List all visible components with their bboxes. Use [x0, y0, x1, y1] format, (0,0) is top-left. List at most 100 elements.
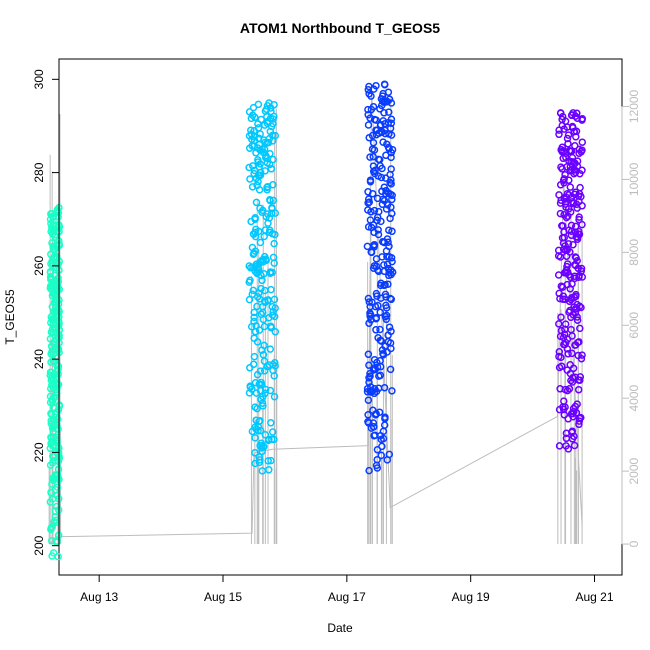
- series-2-point: [270, 259, 278, 267]
- series-4-point: [560, 175, 568, 183]
- series-3-point: [387, 270, 395, 279]
- series-2-point: [253, 181, 261, 190]
- series-2-point: [265, 466, 273, 474]
- series-3-point: [374, 301, 382, 310]
- series-3-point: [376, 308, 384, 317]
- series-3-point: [379, 89, 387, 98]
- series-2-point: [260, 357, 269, 365]
- series-2-point: [246, 175, 254, 183]
- series-1-point: [51, 513, 59, 521]
- series-4-point: [570, 166, 579, 174]
- series-3-point: [378, 442, 386, 451]
- series-2-point: [246, 364, 254, 372]
- series-3-point: [365, 298, 374, 306]
- series-2-point: [261, 286, 269, 295]
- series-2-point: [267, 122, 276, 131]
- series-4-point: [575, 302, 584, 311]
- series-2-point: [268, 204, 276, 212]
- series-4: [554, 109, 587, 453]
- series-4-point: [557, 362, 566, 371]
- series-4-point: [567, 376, 575, 385]
- y2-tick-label-5: 10000: [627, 162, 641, 196]
- y-tick-label-2: 240: [32, 349, 46, 369]
- series-4-point: [567, 325, 575, 334]
- series-2-point: [254, 265, 263, 273]
- series-2-point: [249, 103, 258, 112]
- series-2-point: [266, 149, 274, 158]
- series-1-point: [47, 417, 55, 425]
- series-1-point: [48, 480, 56, 488]
- series-4-point: [565, 176, 573, 184]
- series-4-point: [571, 260, 579, 269]
- series-2-point: [251, 449, 259, 457]
- series-3-point: [364, 105, 372, 114]
- series-2-point: [267, 456, 275, 465]
- series-4-point: [572, 200, 581, 209]
- series-4-point: [564, 131, 573, 139]
- series-2-point: [255, 326, 264, 334]
- series-3-point: [387, 115, 396, 124]
- series-2-point: [260, 341, 268, 350]
- series-4-point: [571, 341, 580, 349]
- y2-tick-label-2: 4000: [627, 385, 641, 412]
- series-4-point: [571, 253, 580, 261]
- y-axis-left: 200 220 240 260 280 300: [32, 69, 60, 556]
- series-2-point: [270, 392, 279, 401]
- series-3-point: [373, 464, 382, 472]
- series-2-point: [257, 395, 265, 404]
- series-4-point: [568, 378, 577, 386]
- series-4-point: [571, 142, 579, 150]
- series-1-point: [49, 549, 58, 557]
- series-3-point: [365, 90, 373, 98]
- series-3-point: [388, 195, 396, 204]
- x-tick-label-4: Aug 21: [575, 590, 613, 604]
- series-3-point: [366, 153, 374, 161]
- series-4-point: [568, 349, 576, 358]
- series-4-point: [560, 211, 568, 219]
- y-axis-label: T_GEOS5: [3, 289, 17, 345]
- series-4-point: [566, 208, 575, 216]
- series-1-point: [48, 437, 57, 446]
- series-2-point: [249, 230, 258, 238]
- series-3-point: [378, 237, 387, 246]
- series-2-point: [256, 130, 264, 138]
- series-1-point: [49, 328, 57, 337]
- series-2-point: [270, 312, 279, 321]
- series-2-point: [248, 162, 257, 170]
- series-2-point: [269, 196, 278, 205]
- series-1-point: [53, 421, 61, 429]
- series-4-point: [566, 167, 574, 175]
- series-3-point: [364, 223, 373, 231]
- series-3-point: [368, 145, 377, 153]
- series-4-point: [562, 434, 571, 443]
- series-4-point: [560, 411, 569, 419]
- series-4-point: [570, 127, 579, 136]
- series-4-point: [555, 352, 563, 361]
- series-3-point: [387, 119, 396, 128]
- series-3-point: [364, 350, 373, 359]
- series-2-point: [269, 181, 277, 189]
- series-4-point: [562, 252, 571, 260]
- series-2-point: [245, 389, 254, 397]
- series-3-point: [387, 254, 396, 262]
- series-4-point: [576, 324, 584, 333]
- series-3-point: [388, 387, 396, 395]
- series-3-point: [377, 451, 386, 460]
- series-4-point: [575, 149, 583, 158]
- series-2-point: [260, 297, 269, 305]
- series-1-point: [50, 338, 58, 346]
- series-1-point: [47, 350, 55, 358]
- secondary-trace-line: [49, 88, 583, 545]
- series-3-point: [372, 130, 381, 139]
- series-3-point: [370, 243, 378, 251]
- chart-title: ATOM1 Northbound T_GEOS5: [240, 20, 440, 36]
- series-3-point: [387, 203, 395, 211]
- series-2-point: [247, 114, 256, 123]
- series-2-point: [267, 419, 275, 427]
- series-2-point: [250, 313, 258, 322]
- y-tick-label-4: 280: [32, 162, 46, 182]
- series-4-point: [556, 209, 565, 218]
- series-2-point: [260, 136, 268, 144]
- series-2-point: [258, 443, 266, 452]
- series-3-point: [365, 361, 373, 369]
